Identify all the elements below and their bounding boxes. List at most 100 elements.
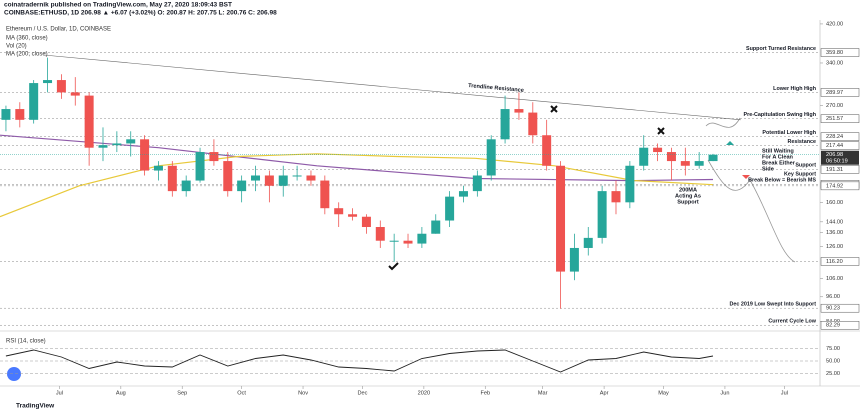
candle-body — [1, 109, 11, 120]
x-tick-label: Apr — [600, 390, 609, 396]
logo-badge — [7, 367, 21, 381]
price-label: 251.57 — [826, 116, 843, 122]
candle-body — [29, 83, 39, 120]
price-label-box — [820, 88, 860, 97]
level-label: Break Below = Bearish MS — [748, 178, 816, 184]
x-tick-label: May — [658, 390, 669, 396]
y-tick-label: 136.00 — [826, 230, 843, 236]
price-label-box — [820, 48, 860, 57]
level-label: Resistance — [788, 139, 816, 145]
candle-body — [653, 147, 663, 153]
candle-body — [278, 175, 288, 186]
rsi-legend: RSI (14, close) — [6, 339, 46, 345]
x-tick-label: Aug — [116, 390, 126, 396]
candle-body — [237, 180, 247, 192]
x-tick-label: 2020 — [418, 390, 430, 396]
legend-entry: MA (360, close) — [6, 36, 48, 42]
candle-body — [348, 214, 358, 217]
level-label: Dec 2019 Low Swept Into Support — [729, 302, 816, 308]
candle-body — [112, 143, 122, 146]
rsi-tick-label: 50.00 — [826, 358, 840, 364]
price-label-box — [820, 114, 860, 123]
candle-body — [389, 240, 399, 242]
candle-body — [486, 139, 496, 176]
price-label-box — [820, 165, 860, 174]
annotation: Support — [677, 199, 699, 205]
price-label-box — [820, 257, 860, 266]
y-tick-label: 420.00 — [826, 21, 843, 27]
x-tick-label: Nov — [298, 390, 308, 396]
legend-entry: MA (200, close) — [6, 52, 48, 58]
price-label: 217.44 — [826, 143, 843, 149]
candle-body — [472, 175, 482, 192]
trendline — [43, 54, 741, 121]
candle-body — [611, 191, 621, 203]
x-tick-label: Feb — [480, 390, 490, 396]
annotation: Side — [762, 166, 774, 172]
annotation: Still Waiting — [762, 148, 794, 154]
price-label-box — [820, 303, 860, 313]
arrow-up-icon — [726, 141, 734, 145]
annotation: Trendline Resistance — [468, 83, 524, 94]
price-label-box — [820, 320, 860, 330]
price-label: 82.29 — [826, 323, 840, 329]
ma-line — [0, 153, 714, 218]
legend-title: Ethereum / U.S. Dollar, 1D, COINBASE — [6, 27, 111, 33]
price-label-box — [820, 181, 860, 191]
price-label: 228.24 — [826, 134, 843, 140]
candle-body — [306, 175, 316, 181]
level-label: Pre-Capitulation Swing High — [744, 112, 816, 118]
header-line: coinatradernik published on TradingView.… — [4, 2, 232, 9]
x-tick-label: Oct — [237, 390, 246, 396]
header-line: COINBASE:ETHUSD, 1D 206.98 ▲ +6.07 (+3.0… — [4, 10, 277, 17]
x-mark — [657, 127, 665, 135]
y-tick-label: 160.00 — [826, 200, 843, 206]
x-tick-label: Dec — [357, 390, 367, 396]
candle-body — [403, 240, 413, 244]
arrow-down-icon — [742, 175, 750, 179]
candle-body — [417, 233, 427, 244]
candle-body — [264, 175, 274, 186]
projection-up — [705, 117, 741, 128]
level-label: Lower High High — [773, 86, 816, 92]
level-label: Current Cycle Low — [768, 319, 816, 325]
candle-body — [15, 109, 25, 120]
price-label: 191.31 — [826, 167, 843, 173]
rsi-line — [5, 349, 714, 373]
candle-body — [458, 191, 468, 197]
candle-body — [84, 95, 94, 148]
candle-body — [195, 152, 205, 181]
candle-body — [528, 112, 538, 136]
ma-line — [0, 134, 714, 182]
x-tick-label: Mar — [538, 390, 548, 396]
current-price-box — [821, 150, 859, 165]
current-price-label: 206.98 — [826, 152, 843, 158]
candle-body — [666, 152, 676, 162]
candle-body — [98, 145, 108, 148]
annotation: For A Clean — [762, 154, 794, 160]
candle-body — [569, 247, 579, 272]
y-tick-label: 126.00 — [826, 244, 843, 250]
annotation: Break Either — [762, 160, 796, 166]
x-tick-label: Sep — [177, 390, 187, 396]
x-tick-label: Jul — [56, 390, 63, 396]
footer: TradingView — [16, 403, 55, 410]
y-tick-label: 144.00 — [826, 219, 843, 225]
x-tick-label: Jun — [720, 390, 729, 396]
candle-body — [625, 165, 635, 203]
candle-body — [361, 216, 371, 228]
y-tick-label: 106.00 — [826, 276, 843, 282]
candle-body — [251, 175, 261, 181]
rsi-tick-label: 25.00 — [826, 371, 840, 377]
candle-body — [514, 109, 524, 113]
candle-body — [680, 161, 690, 166]
candle-body — [375, 227, 385, 241]
level-label: Support Turned Resistance — [746, 46, 816, 52]
candle-body — [320, 180, 330, 209]
candle-body — [153, 165, 163, 171]
price-label: 289.97 — [826, 90, 843, 96]
candle-body — [708, 154, 718, 162]
y-tick-label: 270.00 — [826, 103, 843, 109]
level-label: Potential Lower High — [762, 130, 816, 136]
